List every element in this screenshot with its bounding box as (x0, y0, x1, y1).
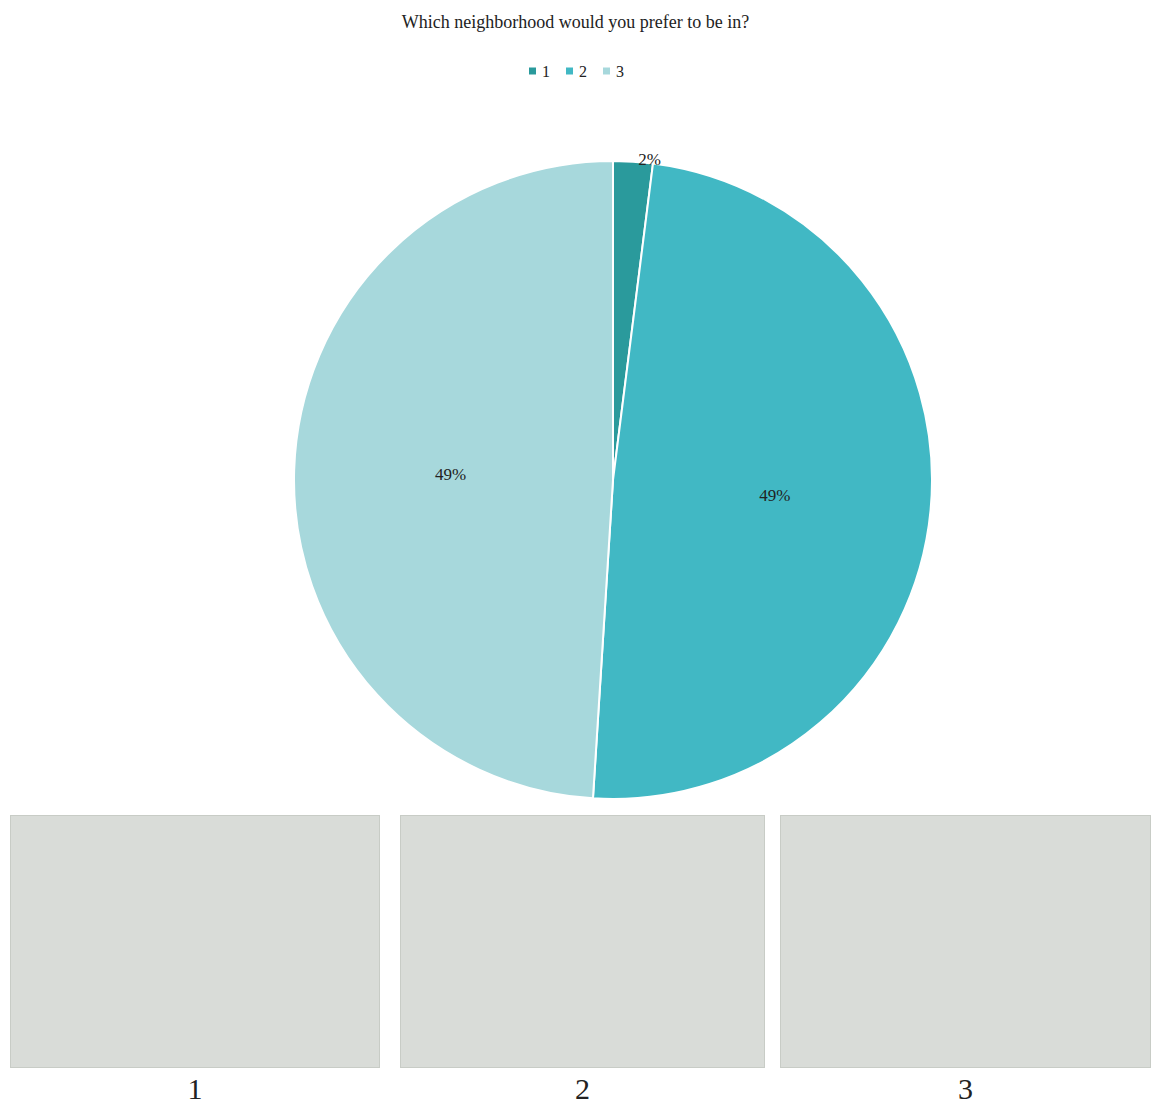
html-text:2: 2 (575, 1072, 590, 1105)
html-text:1: 1 (187, 1072, 203, 1105)
svg-text:49%: 49% (759, 486, 790, 505)
html-text:3: 3 (958, 1072, 973, 1105)
svg-text:1: 1 (542, 63, 550, 80)
svg-text:3: 3 (616, 63, 624, 80)
svg-text:2: 2 (579, 63, 587, 80)
svg-text:49%: 49% (435, 465, 466, 484)
svg-text:2%: 2% (638, 150, 661, 169)
svg-text:Which neighborhood would you p: Which neighborhood would you prefer to b… (402, 12, 749, 32)
